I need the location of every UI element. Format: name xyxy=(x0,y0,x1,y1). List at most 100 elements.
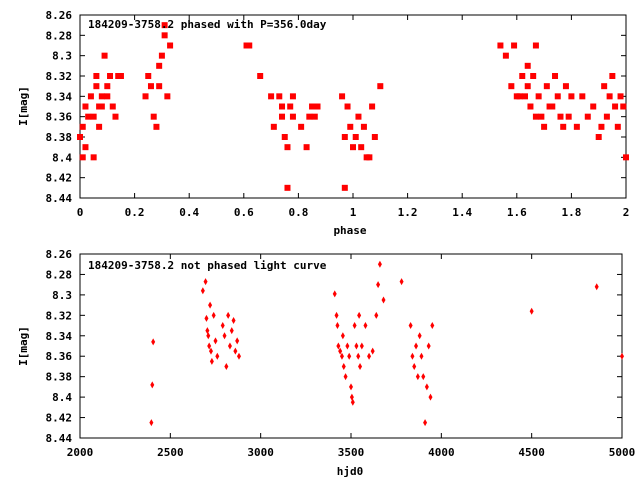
data-point xyxy=(101,52,108,59)
data-point xyxy=(222,332,227,340)
data-point xyxy=(532,113,539,120)
data-point xyxy=(104,93,111,100)
data-point xyxy=(345,342,350,350)
x-tick-label: 0.6 xyxy=(234,206,254,219)
data-point xyxy=(511,42,518,49)
data-point xyxy=(208,347,213,355)
data-point xyxy=(415,373,420,381)
y-tick-label: 8.3 xyxy=(52,289,72,302)
y-tick-label: 8.4 xyxy=(52,151,72,164)
data-point xyxy=(381,296,386,304)
x-tick-label: 1 xyxy=(350,206,357,219)
data-point xyxy=(358,362,363,370)
data-point xyxy=(549,103,556,110)
data-point xyxy=(150,381,155,389)
data-point xyxy=(284,184,291,191)
data-point xyxy=(557,113,564,120)
data-point xyxy=(347,352,352,360)
data-point xyxy=(408,322,413,330)
x-tick-label: 3000 xyxy=(247,446,274,459)
data-point xyxy=(412,362,417,370)
y-tick-label: 8.42 xyxy=(46,412,73,425)
data-point xyxy=(153,123,160,130)
data-point xyxy=(303,144,310,151)
data-point xyxy=(350,144,356,151)
x-tick-label: 2000 xyxy=(67,446,94,459)
data-point xyxy=(355,113,362,120)
data-point xyxy=(200,287,205,295)
x-tick-label: 1.4 xyxy=(452,206,472,219)
data-point xyxy=(236,352,241,360)
data-point xyxy=(598,123,605,130)
data-point xyxy=(104,83,111,90)
y-tick-label: 8.42 xyxy=(46,172,73,185)
data-point xyxy=(552,73,559,79)
data-point xyxy=(213,337,218,345)
data-point xyxy=(352,322,357,330)
data-point xyxy=(158,52,165,59)
plot-frame xyxy=(79,253,623,439)
data-point xyxy=(603,113,610,120)
data-point xyxy=(279,113,286,120)
x-tick-label: 1.2 xyxy=(398,206,418,219)
y-tick-label: 8.26 xyxy=(46,9,73,22)
data-point xyxy=(306,113,313,120)
data-point xyxy=(112,113,119,120)
data-point xyxy=(82,103,89,110)
data-point xyxy=(90,113,97,120)
data-point xyxy=(276,93,283,100)
data-point xyxy=(332,290,337,298)
data-point xyxy=(204,314,209,322)
x-tick-label: 1.6 xyxy=(507,206,527,219)
data-point xyxy=(620,352,624,360)
data-point xyxy=(620,103,627,110)
data-point xyxy=(612,103,619,110)
data-point xyxy=(270,123,277,130)
data-point xyxy=(532,42,539,49)
data-point xyxy=(623,154,629,161)
data-point xyxy=(96,123,103,130)
data-point xyxy=(428,393,433,401)
data-point xyxy=(573,123,580,130)
x-tick-label: 0 xyxy=(77,206,84,219)
y-tick-label: 8.38 xyxy=(46,131,73,144)
data-point xyxy=(147,83,154,90)
data-point xyxy=(341,362,346,370)
data-point xyxy=(93,83,100,90)
data-point xyxy=(87,93,94,100)
data-point xyxy=(336,342,341,350)
data-point xyxy=(311,113,318,120)
y-tick-label: 8.36 xyxy=(46,350,73,363)
chart-title: 184209-3758.2 phased with P=356.0day xyxy=(88,18,327,31)
data-point xyxy=(601,83,608,90)
x-tick-label: 4000 xyxy=(428,446,455,459)
data-point xyxy=(360,123,367,130)
x-tick-label: 0.2 xyxy=(125,206,145,219)
data-point xyxy=(211,311,216,319)
data-point xyxy=(508,83,515,90)
y-axis-label: I[mag] xyxy=(17,326,30,366)
data-point xyxy=(579,93,586,100)
data-point xyxy=(167,42,174,49)
data-point xyxy=(516,93,523,100)
x-tick-label: 0.8 xyxy=(288,206,308,219)
data-point xyxy=(594,283,599,291)
data-point xyxy=(142,93,149,100)
data-point xyxy=(524,83,531,90)
plot-frame xyxy=(79,14,627,199)
data-point xyxy=(369,103,376,110)
data-point xyxy=(208,301,213,309)
data-point xyxy=(410,352,415,360)
x-tick-label: 0.4 xyxy=(179,206,199,219)
data-point xyxy=(347,123,354,130)
data-point xyxy=(529,307,534,315)
data-point xyxy=(161,22,168,29)
data-point xyxy=(609,73,616,79)
data-point xyxy=(358,144,365,151)
data-point xyxy=(367,352,372,360)
data-point xyxy=(538,113,545,120)
data-point xyxy=(220,322,225,330)
data-point xyxy=(524,62,531,69)
data-point xyxy=(521,93,528,100)
